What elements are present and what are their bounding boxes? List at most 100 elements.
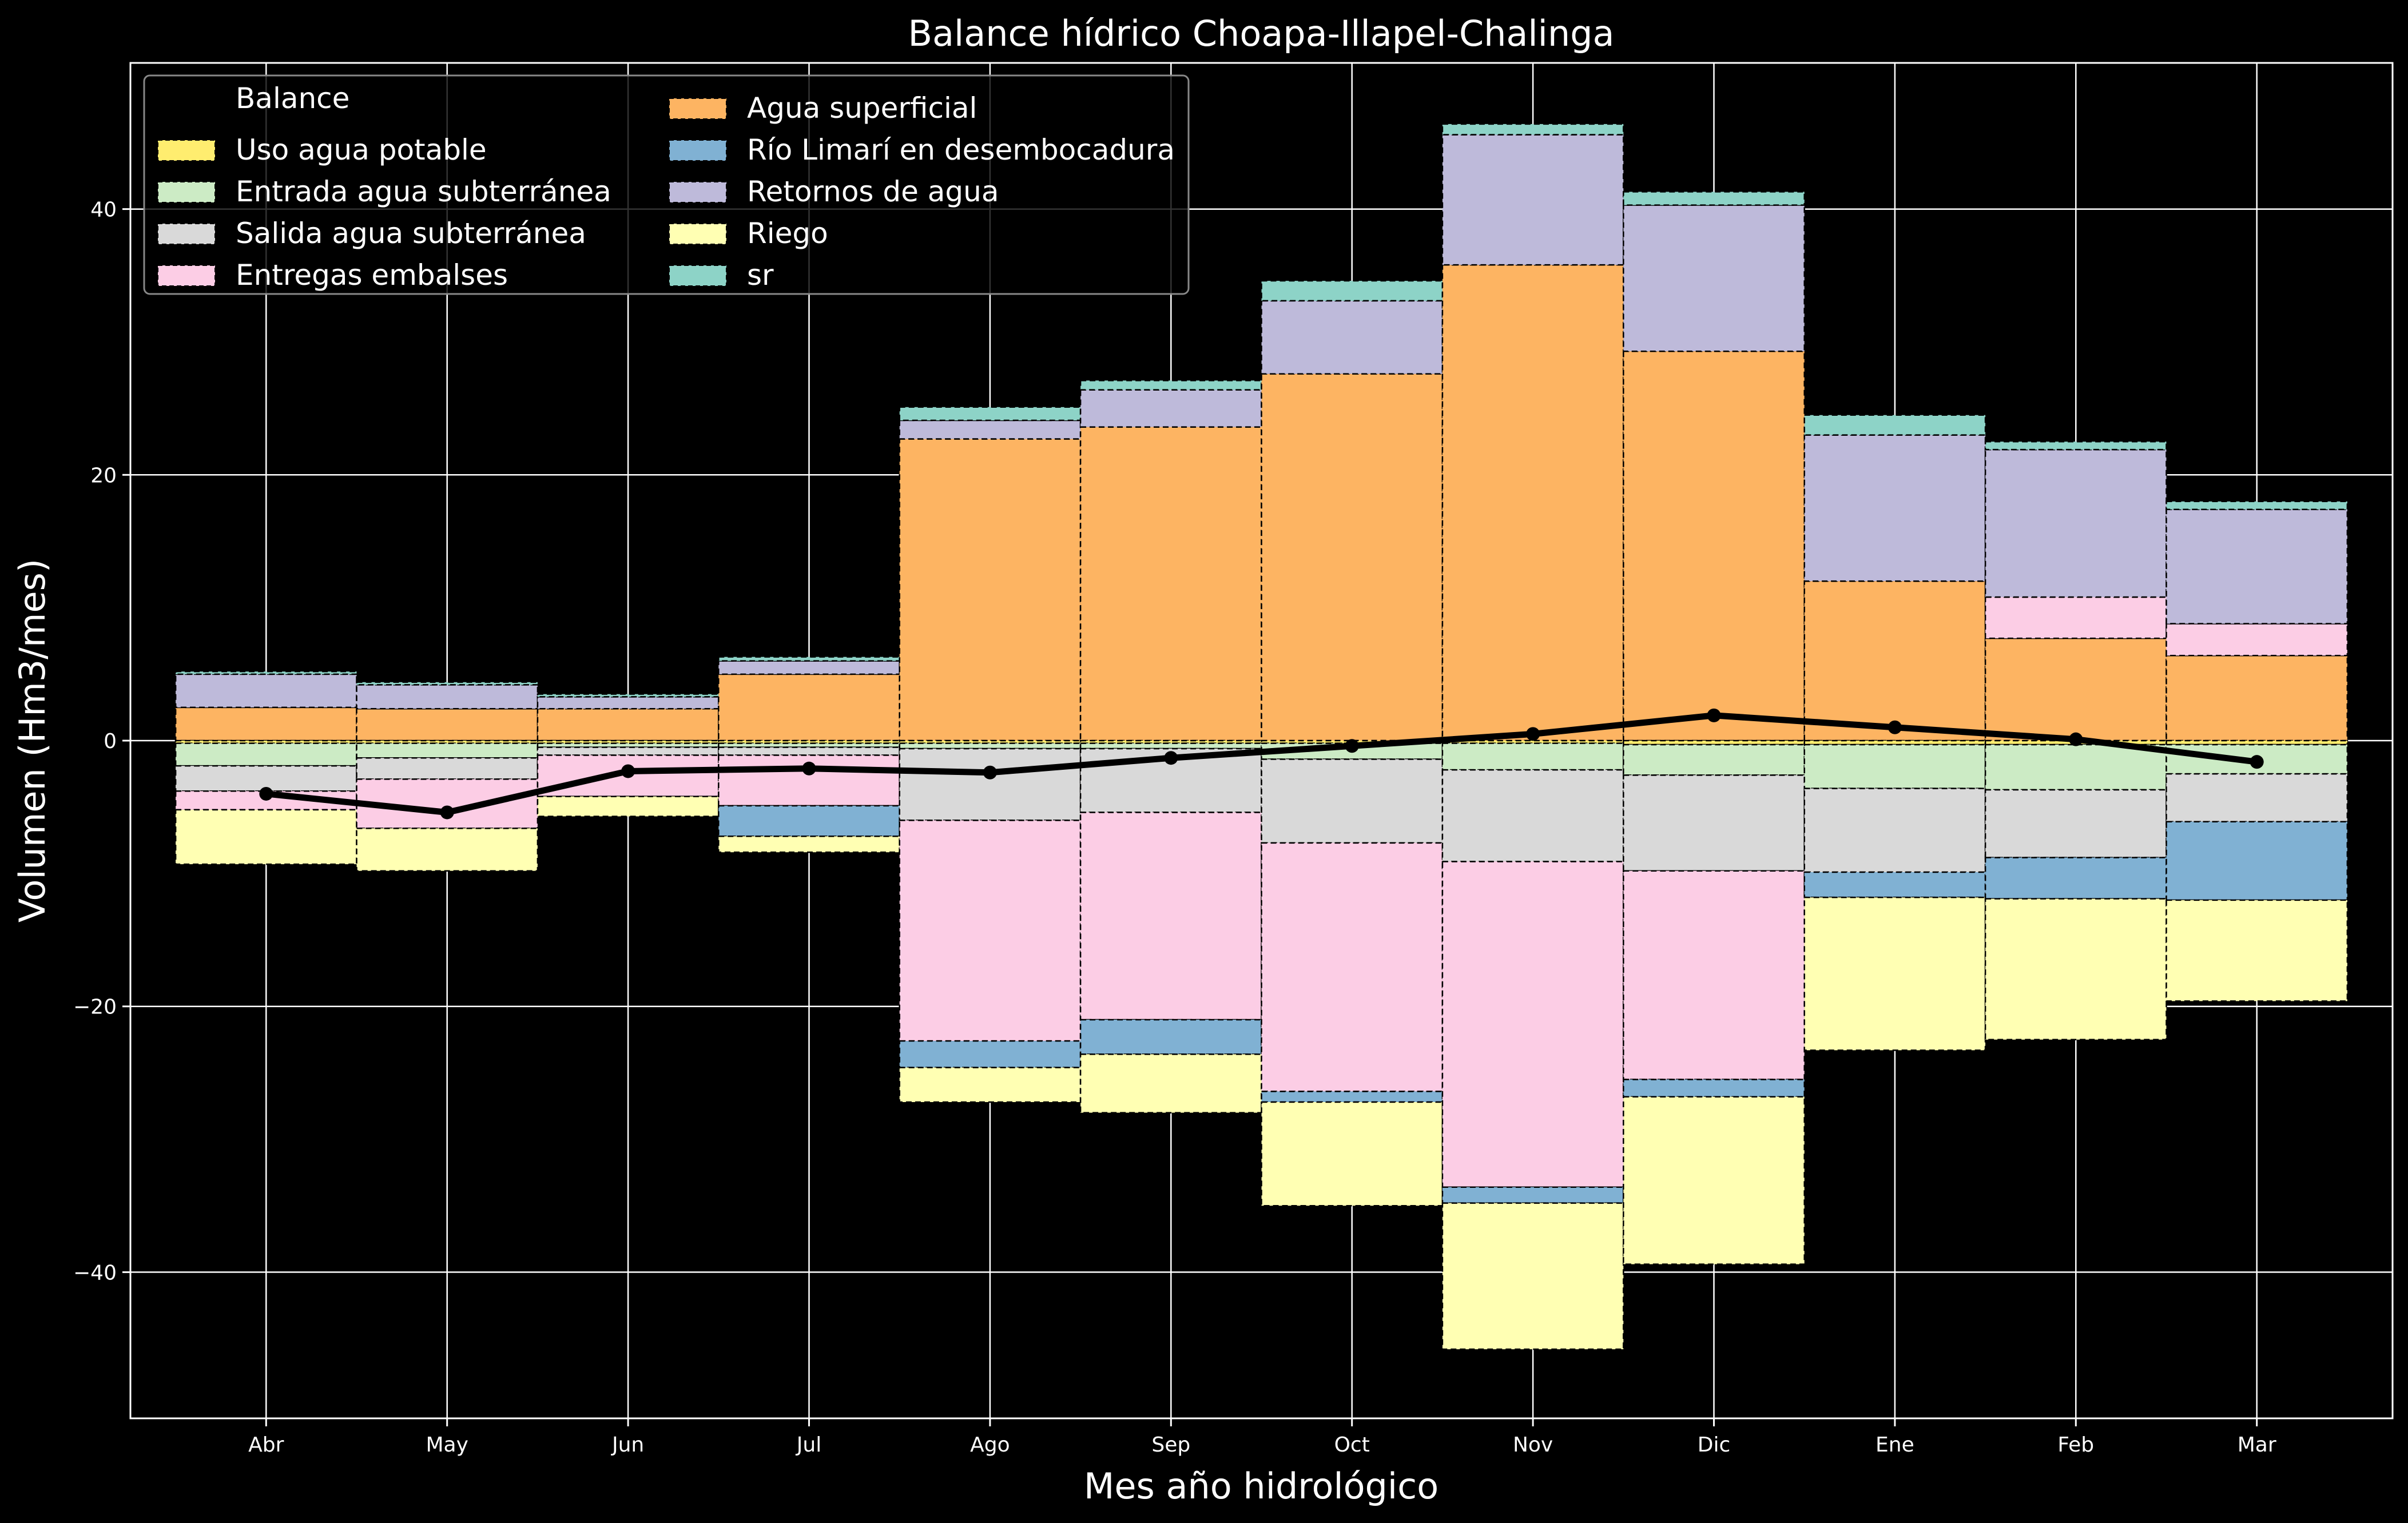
bar-segment bbox=[537, 707, 720, 742]
bar-segment bbox=[1984, 898, 2167, 1041]
legend-label: Salida agua subterránea bbox=[236, 217, 586, 250]
bar-segment bbox=[1079, 812, 1262, 1021]
legend-label: Agua superficial bbox=[747, 92, 977, 125]
bar-segment bbox=[2165, 623, 2349, 657]
x-tick-label: Oct bbox=[1334, 1433, 1370, 1457]
bar-segment bbox=[1803, 871, 1986, 898]
bar-segment bbox=[1623, 774, 1805, 872]
bar-segment bbox=[356, 684, 539, 710]
bar-segment bbox=[174, 739, 357, 744]
bar-segment bbox=[356, 739, 539, 744]
legend-label: Entrada agua subterránea bbox=[236, 175, 611, 208]
bar-segment bbox=[718, 673, 900, 742]
bar-segment bbox=[1261, 300, 1444, 375]
bar-segment bbox=[1623, 739, 1805, 746]
bar-segment bbox=[718, 805, 900, 837]
y-axis-label: Volumen (Hm3/mes) bbox=[11, 559, 53, 922]
legend-swatch bbox=[157, 140, 216, 161]
bar-segment bbox=[899, 739, 1082, 744]
bar-segment bbox=[1079, 1053, 1262, 1114]
legend-swatch bbox=[669, 140, 727, 161]
legend-title: Balance bbox=[236, 82, 349, 115]
bar-segment bbox=[1079, 1019, 1262, 1055]
bar-segment bbox=[1803, 580, 1986, 742]
x-tick-label: Jun bbox=[611, 1433, 644, 1457]
bar-segment bbox=[1803, 788, 1986, 873]
bar-segment bbox=[174, 673, 357, 709]
legend-label: Río Limarí en desembocadura bbox=[747, 133, 1175, 166]
x-tick-label: Ago bbox=[970, 1433, 1010, 1457]
bar-segment bbox=[718, 656, 900, 662]
bar-segment bbox=[1623, 204, 1805, 352]
bar-segment bbox=[1441, 123, 1624, 136]
bar-segment bbox=[1623, 743, 1805, 776]
net-balance-point bbox=[2250, 755, 2264, 769]
bar-segment bbox=[356, 757, 539, 780]
net-balance-point bbox=[983, 765, 997, 780]
legend-label: Retornos de agua bbox=[747, 175, 999, 208]
bar-segment bbox=[537, 796, 720, 817]
bar-segment bbox=[537, 739, 720, 744]
bar-segment bbox=[1441, 861, 1624, 1188]
bar-segment bbox=[537, 742, 720, 748]
bar-segment bbox=[1079, 426, 1262, 742]
bar-segment bbox=[899, 742, 1082, 750]
bar-segment bbox=[1623, 350, 1805, 742]
bar-segment bbox=[537, 693, 720, 698]
net-balance-point bbox=[1888, 720, 1902, 734]
bar-segment bbox=[356, 828, 539, 872]
legend-swatch bbox=[669, 181, 727, 203]
bar-segment bbox=[2165, 655, 2349, 742]
bar-segment bbox=[1441, 134, 1624, 266]
bar-segment bbox=[1803, 414, 1986, 436]
net-balance-point bbox=[440, 805, 454, 820]
bar-segment bbox=[1441, 1202, 1624, 1350]
bar-segment bbox=[174, 742, 357, 767]
legend-swatch bbox=[157, 223, 216, 245]
bar-segment bbox=[899, 419, 1082, 440]
bar-segment bbox=[1984, 448, 2167, 598]
bar-segment bbox=[1803, 434, 1986, 582]
bar-segment bbox=[174, 809, 357, 865]
x-tick-label: Sep bbox=[1151, 1433, 1190, 1457]
bar-segment bbox=[356, 707, 539, 742]
legend-swatch bbox=[157, 181, 216, 203]
net-balance-polyline bbox=[265, 712, 2258, 816]
bar-segment bbox=[1623, 1096, 1805, 1265]
net-balance-point bbox=[802, 761, 816, 776]
bar-segment bbox=[537, 696, 720, 710]
y-tick-label: 20 bbox=[90, 464, 117, 487]
x-tick-label: Mar bbox=[2238, 1433, 2276, 1457]
bar-segment bbox=[1803, 739, 1986, 746]
bar-segment bbox=[718, 746, 900, 756]
bar-segment bbox=[718, 660, 900, 675]
bar-segment bbox=[1261, 280, 1444, 302]
x-tick-label: Abr bbox=[248, 1433, 284, 1457]
bar-segment bbox=[1261, 1091, 1444, 1103]
legend-swatch bbox=[669, 223, 727, 245]
bar-segment bbox=[2165, 899, 2349, 1002]
net-balance-point bbox=[2069, 732, 2083, 746]
legend-label: Entregas embalses bbox=[236, 259, 508, 292]
bar-segment bbox=[174, 706, 357, 742]
bar-segment bbox=[2165, 508, 2349, 625]
bar-segment bbox=[899, 1040, 1082, 1068]
y-tick-label: −40 bbox=[73, 1261, 117, 1285]
bar-segment bbox=[1984, 743, 2167, 791]
bar-segment bbox=[1079, 739, 1262, 744]
bar-segment bbox=[899, 438, 1082, 742]
net-balance-point bbox=[1526, 727, 1540, 741]
y-tick-label: 0 bbox=[104, 730, 117, 753]
bar-segment bbox=[1803, 896, 1986, 1051]
bar-segment bbox=[1441, 739, 1624, 744]
legend-swatch bbox=[157, 265, 216, 287]
y-tick-label: −20 bbox=[73, 996, 117, 1019]
bar-segment bbox=[1441, 769, 1624, 862]
bar-segment bbox=[899, 747, 1082, 821]
y-tick-label: 40 bbox=[90, 198, 117, 222]
legend-frame bbox=[143, 74, 1190, 295]
bar-segment bbox=[174, 670, 357, 675]
chart-title: Balance hídrico Choapa-Illapel-Chalinga bbox=[908, 13, 1614, 54]
bar-segment bbox=[537, 746, 720, 756]
